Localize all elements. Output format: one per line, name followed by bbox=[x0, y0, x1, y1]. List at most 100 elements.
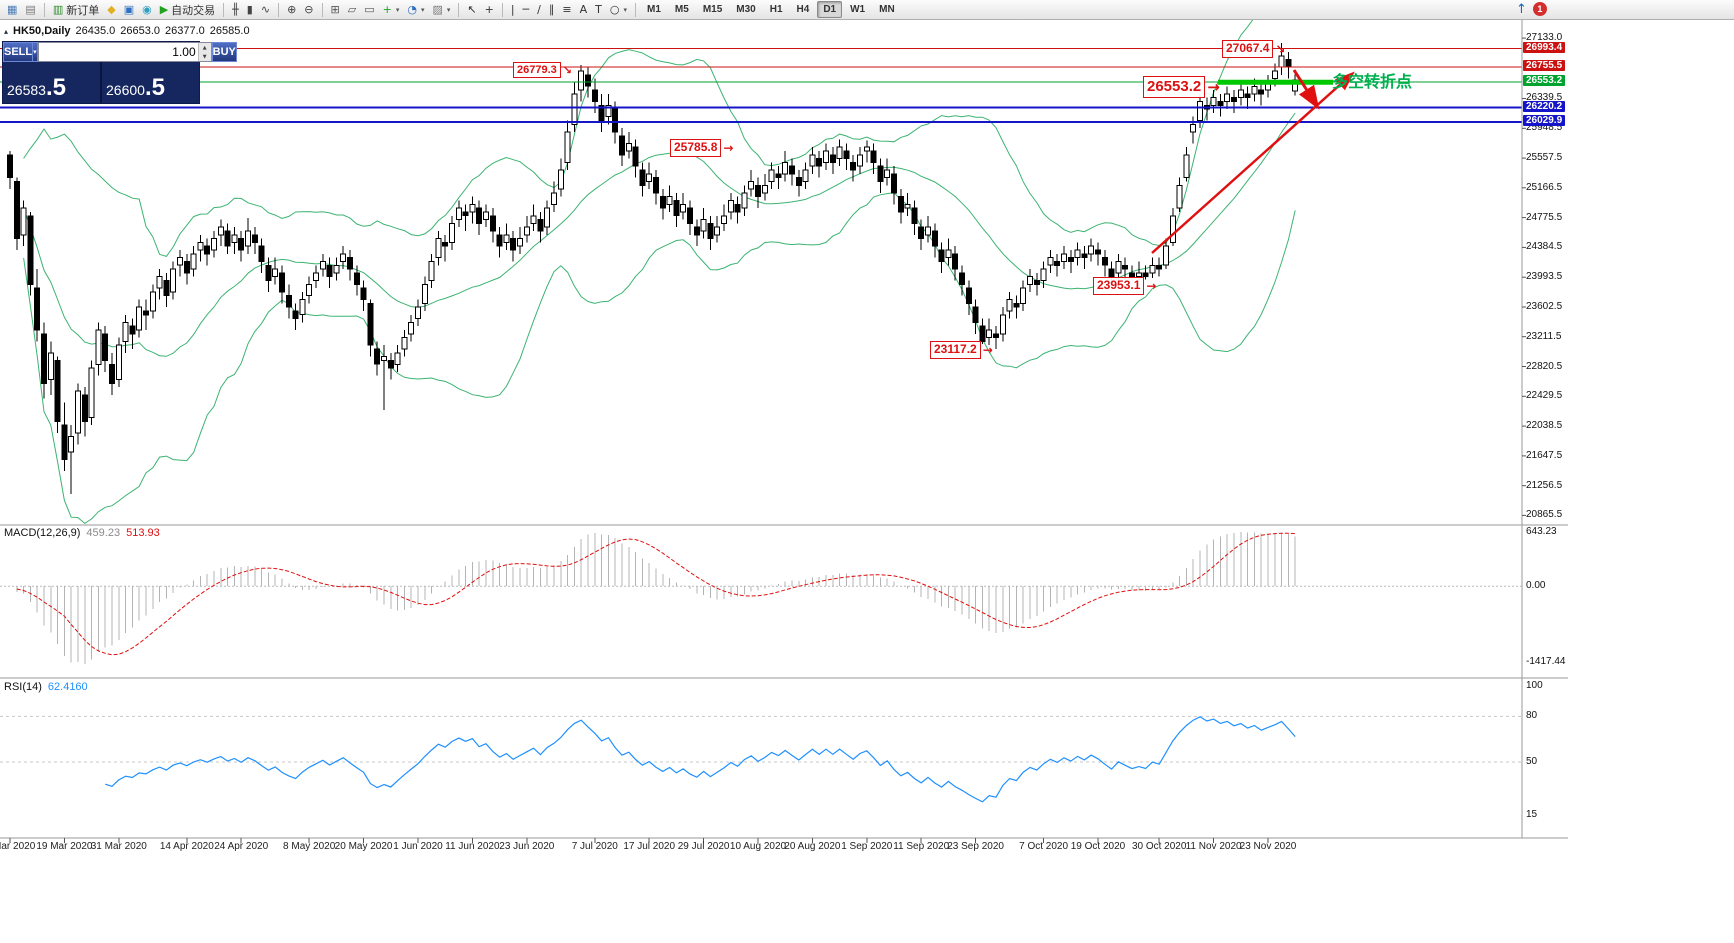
timeframe-button-mn[interactable]: MN bbox=[879, 4, 895, 15]
price-callout-label[interactable]: 25785.8 → bbox=[670, 139, 733, 157]
date-axis-label: 1 Sep 2020 bbox=[841, 841, 893, 852]
zoom-out-icon[interactable]: ⊖ bbox=[301, 1, 316, 19]
volume-decrease-icon[interactable]: ▼ bbox=[198, 52, 211, 61]
date-axis-label: 8 May 2020 bbox=[283, 841, 336, 852]
price-level-badge: 26553.2 bbox=[1523, 75, 1566, 87]
volume-options-caret[interactable]: ▾ bbox=[33, 42, 38, 62]
date-axis-label: 10 Aug 2020 bbox=[729, 841, 787, 852]
vertical-line-icon: | bbox=[510, 3, 515, 16]
date-axis-label: 7 Oct 2020 bbox=[1019, 841, 1069, 852]
toolbar-right-icons: ↑ 1 bbox=[1516, 2, 1547, 16]
volume-input[interactable] bbox=[38, 43, 198, 61]
timeframe-button-h4[interactable]: H4 bbox=[796, 4, 810, 15]
macd-signal-value: 513.93 bbox=[126, 527, 160, 539]
toolbar-separator bbox=[43, 2, 45, 17]
price-scale-label: 21647.5 bbox=[1526, 449, 1563, 461]
zoom-in-icon[interactable]: ⊕ bbox=[284, 1, 299, 19]
candlestick-chart-icon[interactable]: ▮ bbox=[244, 1, 256, 19]
templates-button: ▨ bbox=[432, 3, 443, 16]
shapes-button[interactable]: ○ ▾ bbox=[607, 1, 630, 19]
timeframe-button-m30[interactable]: M30 bbox=[736, 4, 756, 15]
toolbar-separator bbox=[458, 2, 460, 17]
date-axis-label: 29 Jul 2020 bbox=[677, 841, 730, 852]
callout-arrow-icon: → bbox=[1146, 278, 1157, 293]
indicators-button[interactable]: + ▾ bbox=[380, 1, 403, 19]
price-callout-label[interactable]: 26779.3 ↘ bbox=[513, 62, 572, 79]
horizontal-line-icon[interactable]: ─ bbox=[520, 1, 533, 19]
timeframe-button-m5[interactable]: M5 bbox=[674, 4, 689, 15]
price-callout-label[interactable]: 23953.1 → bbox=[1093, 277, 1156, 295]
new-chart-icon[interactable]: ▦ bbox=[4, 1, 20, 19]
trend-arrow[interactable] bbox=[1292, 69, 1320, 110]
macd-name: MACD(12,26,9) bbox=[4, 527, 81, 539]
bars-chart-icon[interactable]: ╫ bbox=[229, 1, 242, 19]
metaeditor-icon[interactable]: ◆ bbox=[104, 1, 118, 19]
timeframe-button-h1[interactable]: H1 bbox=[769, 4, 783, 15]
sell-price-pip: .5 bbox=[45, 73, 66, 101]
sell-button[interactable]: SELL bbox=[3, 42, 34, 62]
date-axis-label: 7 Jul 2020 bbox=[571, 841, 618, 852]
fibonacci-icon[interactable]: ≡ bbox=[559, 1, 574, 19]
date-axis-label: 23 Sep 2020 bbox=[947, 841, 1004, 852]
timeframe-button-m15[interactable]: M15 bbox=[702, 4, 723, 15]
quotes-icon[interactable]: ↑ bbox=[1516, 1, 1527, 17]
trend-arrow[interactable] bbox=[1151, 71, 1355, 254]
cursor-icon[interactable]: ↖ bbox=[464, 1, 479, 19]
toolbar-separator bbox=[321, 2, 323, 17]
fibonacci-icon: ≡ bbox=[562, 3, 572, 16]
new-order-button: ▥ bbox=[52, 3, 64, 16]
tile-windows-icon[interactable]: ⊞ bbox=[328, 1, 343, 19]
buy-button[interactable]: BUY bbox=[211, 42, 237, 62]
cascade-windows-icon[interactable]: ▱ bbox=[345, 1, 359, 19]
symbol-period-label: HK50,Daily bbox=[13, 25, 71, 37]
chart-canvas[interactable] bbox=[0, 20, 1734, 855]
callout-arrow-icon: ↘ bbox=[1275, 41, 1286, 56]
macd-histogram bbox=[16, 532, 1296, 664]
new-order-button[interactable]: ▥ 新订单 bbox=[50, 1, 102, 19]
strategy-tester-icon[interactable]: ◉ bbox=[139, 1, 155, 19]
toolbar-separator bbox=[278, 2, 280, 17]
one-click-toggle-icon[interactable]: ▴ bbox=[4, 26, 9, 36]
turning-point-note[interactable]: 多空转折点 bbox=[1332, 74, 1413, 91]
arrange-windows-icon: ▭ bbox=[364, 3, 375, 16]
vertical-line-icon[interactable]: | bbox=[508, 1, 518, 19]
price-callout-label[interactable]: 26553.2 → bbox=[1143, 76, 1220, 98]
autotrading-button[interactable]: ▶ 自动交易 bbox=[157, 1, 218, 19]
volume-increase-icon[interactable]: ▲ bbox=[198, 43, 211, 52]
profiles-icon[interactable]: ▤ bbox=[22, 1, 38, 19]
date-axis-label: 19 Oct 2020 bbox=[1070, 841, 1126, 852]
price-callout-text: 27067.4 bbox=[1222, 40, 1274, 58]
price-scale-label: 25948.5 bbox=[1526, 122, 1563, 134]
notifications-badge[interactable]: 1 bbox=[1532, 2, 1547, 16]
main-toolbar[interactable]: ▦ ▤ ▥ 新订单 ◆ ▣ ◉ ▶ 自动交易 ╫ ▮ ∿ ⊕ ⊖ ⊞ ▱ ▭ + ▾ ◔ ▾ ▨ ▾ ↖ + | ─ ∕ ∥ ≡ A T ○ ▾ M… bbox=[0, 0, 1734, 20]
price-callout-text: 26779.3 bbox=[513, 62, 561, 79]
channel-icon[interactable]: ∥ bbox=[546, 1, 558, 19]
sell-price[interactable]: 26583 .5 bbox=[3, 62, 102, 103]
indicators-button: + bbox=[382, 3, 392, 16]
templates-button[interactable]: ▨ ▾ bbox=[429, 1, 453, 19]
periods-button[interactable]: ◔ ▾ bbox=[404, 1, 427, 19]
price-callout-label[interactable]: 27067.4 ↘ bbox=[1222, 40, 1285, 58]
timeframe-button-m1[interactable]: M1 bbox=[647, 4, 661, 15]
line-chart-icon[interactable]: ∿ bbox=[258, 1, 273, 19]
crosshair-icon[interactable]: + bbox=[482, 1, 497, 19]
arrange-windows-icon[interactable]: ▭ bbox=[361, 1, 377, 19]
price-callout-text: 23953.1 bbox=[1093, 277, 1145, 295]
price-level-badge: 26029.9 bbox=[1523, 115, 1566, 127]
terminal-icon[interactable]: ▣ bbox=[121, 1, 137, 19]
buy-price-pip: .5 bbox=[144, 73, 165, 101]
trendline-icon[interactable]: ∕ bbox=[534, 1, 544, 19]
metaeditor-icon: ◆ bbox=[107, 3, 116, 16]
candlestick-series bbox=[7, 43, 1299, 494]
rsi-panel-label: RSI(14) 62.4160 bbox=[4, 681, 88, 693]
text-label-icon[interactable]: T bbox=[592, 1, 605, 19]
date-axis-label: 24 Apr 2020 bbox=[214, 841, 269, 852]
timeframe-button-w1[interactable]: W1 bbox=[850, 4, 866, 15]
open-value: 26435.0 bbox=[75, 25, 116, 37]
price-callout-label[interactable]: 23117.2 → bbox=[930, 341, 993, 359]
text-icon[interactable]: A bbox=[577, 1, 591, 19]
buy-price[interactable]: 26600 .5 bbox=[102, 62, 199, 103]
shapes-button: ○ bbox=[609, 3, 620, 16]
timeframe-button-d1[interactable]: D1 bbox=[817, 1, 843, 18]
